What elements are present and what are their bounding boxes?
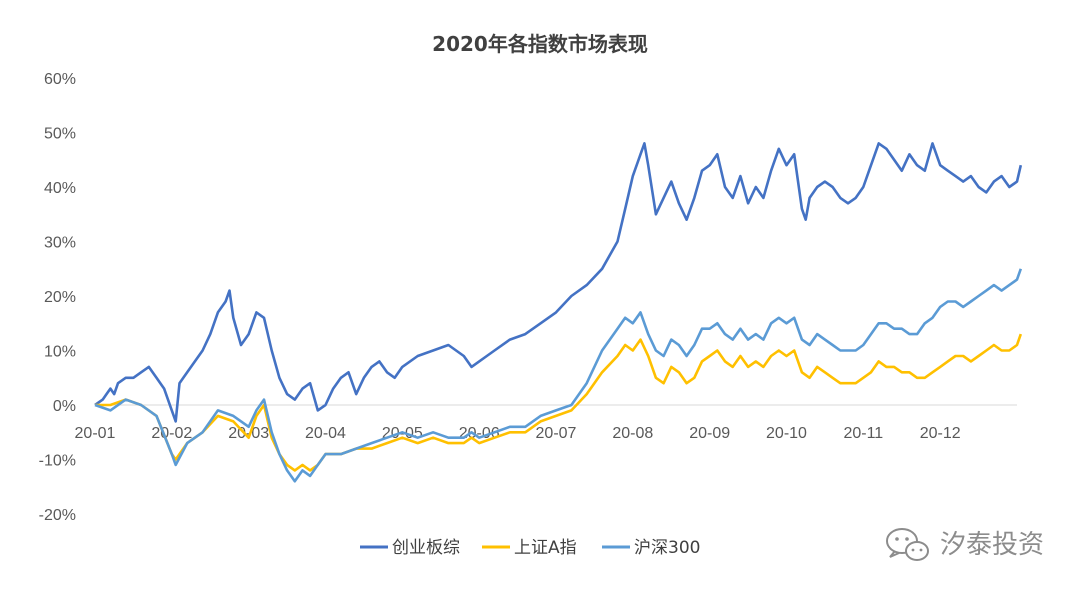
series-line-0 xyxy=(94,142,1023,423)
series-line-1 xyxy=(95,333,1023,472)
y-tick-label: 60% xyxy=(44,71,76,88)
y-tick-label: 20% xyxy=(44,289,76,306)
legend: 创业板综 上证A指 沪深300 xyxy=(360,538,700,558)
series-line-2 xyxy=(94,268,1023,483)
chart-title: 2020年各指数市场表现 xyxy=(432,32,648,56)
x-tick-label: 20-09 xyxy=(689,425,730,442)
x-tick-label: 20-12 xyxy=(920,425,961,442)
x-tick-label: 20-08 xyxy=(612,425,653,442)
x-tick-label: 20-11 xyxy=(843,425,883,442)
x-tick-label: 20-07 xyxy=(536,425,577,442)
watermark: 汐泰投资 xyxy=(886,528,1044,561)
y-tick-label: 50% xyxy=(44,126,76,143)
x-tick-label: 20-01 xyxy=(75,425,116,442)
x-axis: 20-01 20-02 20-03 20-04 20-05 20-06 20-07 20-08… xyxy=(75,404,1017,442)
series-lines xyxy=(94,142,1023,483)
legend-label: 上证A指 xyxy=(514,538,577,558)
x-tick-label: 20-02 xyxy=(151,425,192,442)
watermark-text: 汐泰投资 xyxy=(940,530,1044,560)
legend-label: 沪深300 xyxy=(634,538,700,558)
y-tick-label: -10% xyxy=(39,453,76,470)
y-tick-label: 10% xyxy=(44,344,76,361)
y-tick-label: 0% xyxy=(53,398,76,415)
x-tick-label: 20-04 xyxy=(305,425,346,442)
x-tick-label: 20-03 xyxy=(228,425,269,442)
y-tick-label: -20% xyxy=(39,507,76,524)
y-tick-label: 30% xyxy=(44,235,76,252)
x-tick-label: 20-06 xyxy=(459,425,500,442)
x-tick-label: 20-10 xyxy=(766,425,807,442)
y-axis: 60% 50% 40% 30% 20% 10% 0% -10% -20% xyxy=(39,71,76,524)
y-tick-label: 40% xyxy=(44,180,76,197)
wechat-icon xyxy=(886,528,929,561)
legend-label: 创业板综 xyxy=(392,538,460,558)
